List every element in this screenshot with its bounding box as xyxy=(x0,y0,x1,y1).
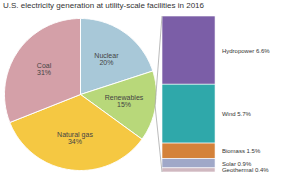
svg-text:Coal31%: Coal31% xyxy=(37,62,52,76)
svg-text:Solar 0.9%: Solar 0.9% xyxy=(222,161,252,167)
svg-text:Biomass 1.5%: Biomass 1.5% xyxy=(222,148,261,154)
svg-text:Wind 5.7%: Wind 5.7% xyxy=(222,111,252,117)
svg-text:Geothermal 0.4%: Geothermal 0.4% xyxy=(222,167,269,173)
svg-text:Natural gas34%: Natural gas34% xyxy=(57,131,93,145)
svg-text:Nuclear20%: Nuclear20% xyxy=(94,52,119,66)
svg-text:Hydropower 6.6%: Hydropower 6.6% xyxy=(222,48,270,54)
html-text:U.S. electricity generation at: U.S. electricity generation at utility-s… xyxy=(3,1,204,10)
svg-text:Renewables15%: Renewables15% xyxy=(105,94,144,108)
